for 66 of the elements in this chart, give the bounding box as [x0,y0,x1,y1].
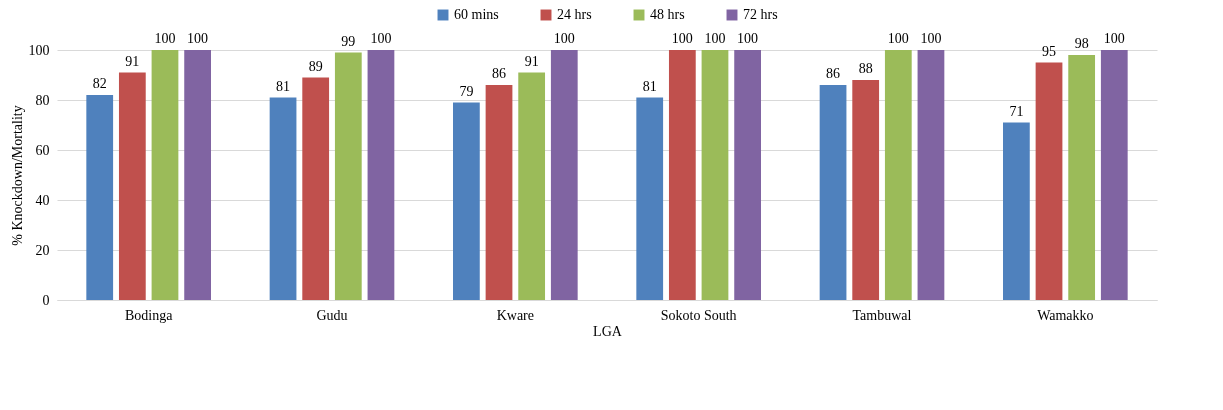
y-tick-label: 40 [35,192,50,208]
bar [668,50,696,300]
data-label: 99 [341,33,356,49]
data-label: 100 [737,31,759,46]
bar [1068,55,1096,300]
bar [1003,122,1030,300]
data-label: 88 [858,61,873,76]
bar [917,50,945,300]
x-tick-label: Kware [496,307,534,323]
legend-label: 24 hrs [557,7,592,22]
y-tick-label: 60 [35,142,50,158]
bar [1100,50,1128,300]
y-tick-label: 80 [35,92,50,108]
bar [485,85,513,300]
bar [852,80,880,300]
legend-label: 72 hrs [743,7,778,22]
data-label: 91 [125,53,140,69]
x-tick-label: Tambuwal [852,307,912,323]
bar [184,50,211,300]
y-axis-title: % Knockdown/Mortality [9,105,25,246]
legend-label: 48 hrs [650,7,685,22]
data-label: 100 [370,31,392,46]
bar [118,72,146,300]
data-label: 91 [524,53,539,69]
data-label: 82 [92,76,107,91]
bar [884,50,912,300]
y-tick-label: 100 [28,42,50,58]
data-label: 81 [642,78,657,94]
data-label: 95 [1042,43,1057,59]
data-label: 81 [276,78,291,94]
bar [701,50,729,300]
data-label: 89 [308,58,323,74]
x-tick-label: Gudu [316,307,348,323]
data-label: 100 [920,31,942,46]
data-label: 98 [1074,36,1089,51]
data-label: 100 [187,31,209,46]
bar [367,50,395,300]
data-label: 100 [887,31,909,46]
bar [734,50,761,300]
data-label: 100 [553,31,575,46]
x-tick-label: Wamakko [1037,307,1094,323]
x-axis-title: LGA [593,323,623,339]
bar [86,95,114,300]
bar [819,85,847,300]
bar [269,97,297,300]
bar [1035,62,1063,300]
y-tick-label: 0 [42,292,50,308]
bar [550,50,578,300]
data-label: 86 [492,66,507,81]
data-label: 71 [1009,103,1024,119]
bar [636,97,664,300]
data-label: 86 [826,66,841,81]
bar [302,77,330,300]
x-tick-label: Bodinga [124,307,174,323]
x-tick-label: Sokoto South [660,307,737,323]
bar [518,72,546,300]
bar [453,102,480,300]
data-label: 100 [704,31,726,46]
data-label: 79 [459,83,474,99]
bar [151,50,179,300]
bar [334,52,362,300]
data-label: 100 [1103,31,1125,46]
data-label: 100 [671,31,693,46]
legend-label: 60 mins [454,7,499,22]
data-label: 100 [154,31,176,46]
y-tick-label: 20 [35,242,50,258]
